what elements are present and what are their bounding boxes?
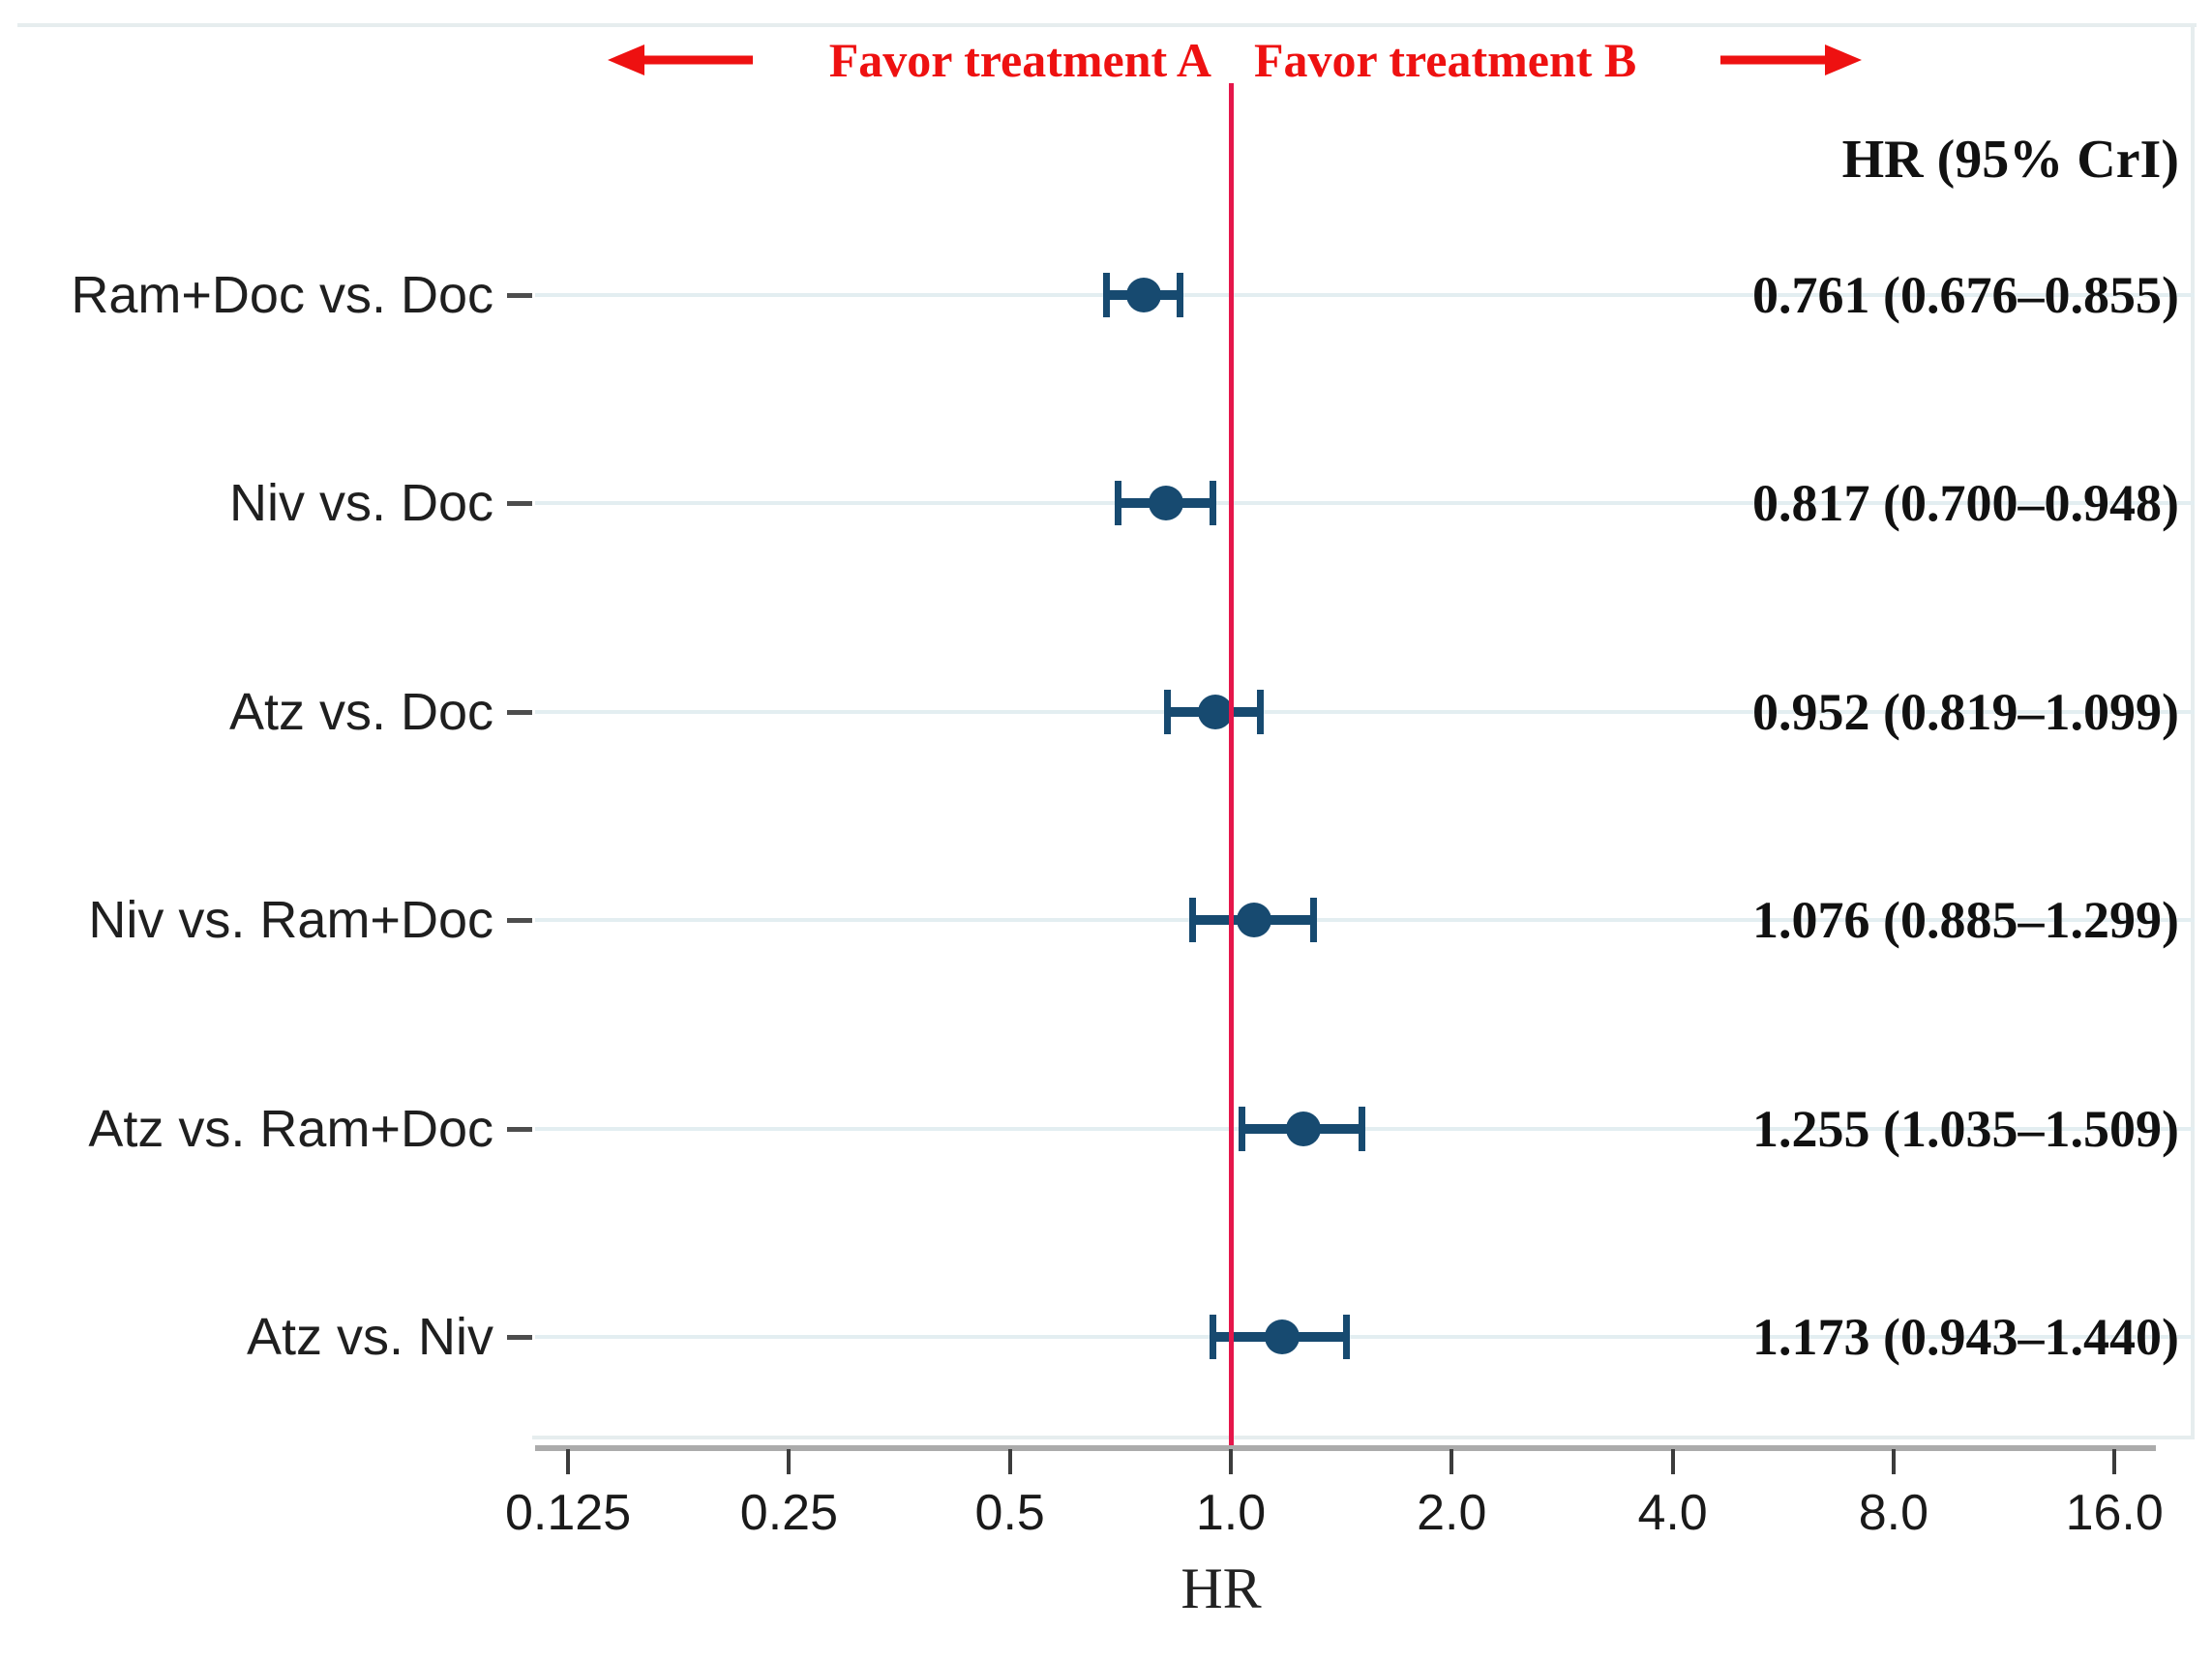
x-axis-tick-mark — [1007, 1449, 1012, 1474]
row-axis-tick — [507, 918, 532, 924]
x-axis-tick-mark — [1229, 1449, 1233, 1474]
ci-cap-lower — [1209, 1315, 1216, 1359]
ci-cap-lower — [1164, 689, 1172, 734]
row-gridline — [535, 501, 2195, 506]
comparison-label: Niv vs. Ram+Doc — [88, 891, 493, 950]
hr-point-marker — [1149, 486, 1184, 521]
hr-ci-value: 0.952 (0.819–1.099) — [1752, 682, 2179, 741]
ci-cap-upper — [1358, 1106, 1365, 1151]
row-gridline — [535, 709, 2195, 714]
x-axis-tick-label: 16.0 — [2065, 1485, 2164, 1541]
x-axis-line — [535, 1445, 2156, 1451]
x-axis-tick-mark — [1670, 1449, 1675, 1474]
x-axis-title: HR — [1181, 1556, 1262, 1620]
ci-cap-lower — [1114, 481, 1121, 526]
x-axis-tick-label: 2.0 — [1417, 1485, 1487, 1541]
x-axis-tick-mark — [2112, 1449, 2117, 1474]
x-axis-tick-label: 4.0 — [1637, 1485, 1708, 1541]
x-axis-tick-label: 0.5 — [974, 1485, 1045, 1541]
row-axis-tick — [507, 1126, 532, 1132]
plot-frame-top-border — [17, 23, 2197, 27]
ci-cap-upper — [1343, 1315, 1351, 1359]
hr-point-marker — [1126, 278, 1162, 312]
favor-treatment-a-label: Favor treatment A — [828, 33, 1211, 87]
favor-left-arrow-icon — [608, 44, 644, 75]
comparison-label: Niv vs. Doc — [228, 474, 493, 533]
hr-point-marker — [1197, 694, 1233, 729]
x-axis-tick-label: 0.25 — [739, 1485, 838, 1541]
favor-right-arrow-shaft — [1720, 55, 1829, 65]
comparison-label: Atz vs. Ram+Doc — [88, 1099, 493, 1158]
favor-right-arrow-icon — [1825, 44, 1862, 75]
x-axis-tick-mark — [1450, 1449, 1454, 1474]
x-axis-tick-label: 8.0 — [1858, 1485, 1929, 1541]
hr-point-marker — [1285, 1111, 1321, 1146]
x-axis-tick-mark — [1891, 1449, 1896, 1474]
hr-point-marker — [1264, 1319, 1300, 1354]
row-axis-tick — [507, 293, 532, 298]
hr-ci-value: 1.173 (0.943–1.440) — [1752, 1308, 2179, 1366]
row-gridline — [535, 1335, 2195, 1339]
ci-cap-upper — [1257, 689, 1265, 734]
hr-ci-value: 0.817 (0.700–0.948) — [1752, 474, 2179, 533]
x-axis-tick-mark — [566, 1449, 571, 1474]
row-gridline — [535, 293, 2195, 297]
x-axis-tick-mark — [787, 1449, 792, 1474]
ci-cap-upper — [1210, 481, 1217, 526]
comparison-label: Atz vs. Doc — [228, 682, 493, 741]
plot-frame-bottom-border — [532, 1436, 2195, 1439]
hr-ci-column-header: HR (95% CrI) — [1841, 130, 2179, 190]
hr-ci-value: 1.076 (0.885–1.299) — [1752, 891, 2179, 950]
reference-line-hr-1 — [1229, 83, 1234, 1445]
row-axis-tick — [507, 709, 532, 715]
row-axis-tick — [507, 1335, 532, 1340]
ci-cap-upper — [1177, 273, 1184, 317]
ci-cap-lower — [1103, 273, 1111, 317]
plot-frame-right-border — [2191, 23, 2195, 1439]
ci-cap-upper — [1310, 898, 1318, 943]
ci-cap-lower — [1188, 898, 1196, 943]
comparison-label: Ram+Doc vs. Doc — [71, 266, 493, 324]
hr-ci-value: 1.255 (1.035–1.509) — [1752, 1099, 2179, 1158]
favor-treatment-b-label: Favor treatment B — [1254, 33, 1637, 87]
row-axis-tick — [507, 501, 532, 507]
hr-point-marker — [1237, 903, 1272, 938]
hr-ci-value: 0.761 (0.676–0.855) — [1752, 266, 2179, 324]
row-gridline — [535, 918, 2195, 923]
ci-cap-lower — [1239, 1106, 1246, 1151]
favor-left-arrow-shaft — [639, 55, 753, 65]
x-axis-tick-label: 1.0 — [1195, 1485, 1267, 1541]
x-axis-tick-label: 0.125 — [505, 1485, 632, 1541]
comparison-label: Atz vs. Niv — [246, 1308, 493, 1366]
